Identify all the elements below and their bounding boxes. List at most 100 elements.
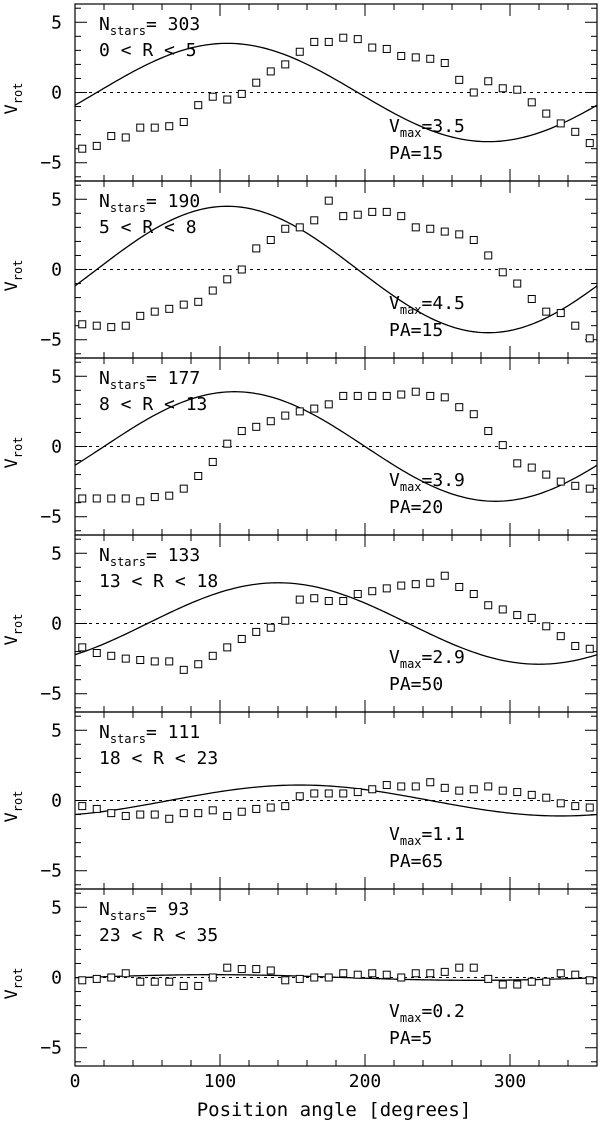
data-point [223, 811, 232, 820]
data-point [556, 799, 565, 808]
data-point [571, 321, 580, 330]
y-tick-label: 0 [51, 260, 62, 281]
data-point [237, 965, 246, 974]
pa-label: PA=20 [389, 497, 443, 518]
y-tick-label: 5 [51, 543, 62, 564]
data-point [397, 390, 406, 399]
data-point [208, 651, 217, 660]
data-point [368, 785, 377, 794]
data-point [411, 580, 420, 589]
data-point [194, 809, 203, 818]
vmax-label: Vmax=4.5 [389, 293, 465, 317]
data-point [556, 969, 565, 978]
r-range-label: 0 < R < 5 [99, 40, 197, 61]
data-point [339, 969, 348, 978]
y-tick-label: −5 [40, 684, 62, 705]
data-point [281, 411, 290, 420]
data-point [107, 132, 116, 141]
data-point [136, 311, 145, 320]
y-tick-label: 5 [51, 720, 62, 741]
data-point [455, 786, 464, 795]
data-point [266, 236, 275, 244]
data-point [484, 974, 493, 983]
data-point [194, 297, 203, 306]
data-point [382, 391, 391, 400]
data-point [353, 210, 362, 219]
data-point [469, 236, 478, 244]
data-point [411, 53, 420, 62]
data-point [324, 37, 333, 46]
data-point [411, 223, 420, 232]
data-point [571, 127, 580, 136]
vmax-label: Vmax=1.1 [389, 824, 465, 848]
data-point [310, 594, 319, 603]
data-point [237, 427, 246, 436]
data-point [266, 417, 275, 426]
n-stars-label: Nstars= 303 [99, 14, 200, 38]
pa-label: PA=5 [389, 1028, 432, 1049]
data-point [542, 109, 551, 118]
data-point [324, 400, 333, 409]
data-point [266, 623, 275, 632]
data-point [237, 807, 246, 816]
y-tick-label: 0 [51, 614, 62, 635]
data-point [513, 980, 522, 989]
data-point [382, 207, 391, 216]
data-point [78, 144, 87, 153]
data-point [92, 649, 101, 657]
data-point [498, 786, 507, 795]
data-point [78, 320, 87, 329]
data-point [121, 494, 130, 503]
data-point [223, 439, 232, 448]
x-tick-label: 0 [70, 1071, 81, 1092]
y-tick-label: 5 [51, 12, 62, 33]
data-point [397, 51, 406, 60]
data-point [527, 295, 536, 303]
data-point [440, 783, 449, 792]
data-point [585, 139, 594, 148]
data-point [339, 597, 348, 606]
y-tick-label: 5 [51, 189, 62, 210]
pa-label: PA=15 [389, 143, 443, 164]
r-range-label: 5 < R < 8 [99, 217, 197, 238]
data-point [542, 622, 551, 631]
pa-label: PA=15 [389, 320, 443, 341]
y-tick-label: −5 [40, 861, 62, 882]
data-point [136, 497, 145, 506]
data-point [281, 224, 290, 233]
data-point [107, 809, 116, 818]
data-point [411, 969, 420, 978]
data-point [527, 463, 536, 472]
data-point [440, 227, 449, 236]
data-point [353, 788, 362, 797]
data-point [542, 307, 551, 316]
data-point [78, 802, 87, 811]
data-point [78, 976, 87, 985]
pa-label: PA=65 [389, 851, 443, 872]
data-point [455, 582, 464, 591]
data-point [179, 809, 188, 818]
r-range-label: 8 < R < 13 [99, 394, 207, 415]
model-curve [74, 582, 598, 665]
data-point [179, 300, 188, 309]
data-point [440, 967, 449, 976]
data-point [498, 84, 507, 93]
data-point [353, 970, 362, 979]
data-point [121, 969, 130, 978]
data-point [585, 334, 594, 343]
data-point [150, 810, 159, 819]
data-point [266, 803, 275, 812]
data-point [426, 54, 435, 63]
data-point [571, 802, 580, 811]
data-point [194, 981, 203, 990]
data-point [484, 601, 493, 610]
data-point [223, 95, 232, 104]
data-point [92, 494, 101, 503]
data-point [484, 782, 493, 791]
vmax-label: Vmax=0.2 [389, 1001, 465, 1025]
data-point [527, 98, 536, 107]
data-point [92, 974, 101, 983]
